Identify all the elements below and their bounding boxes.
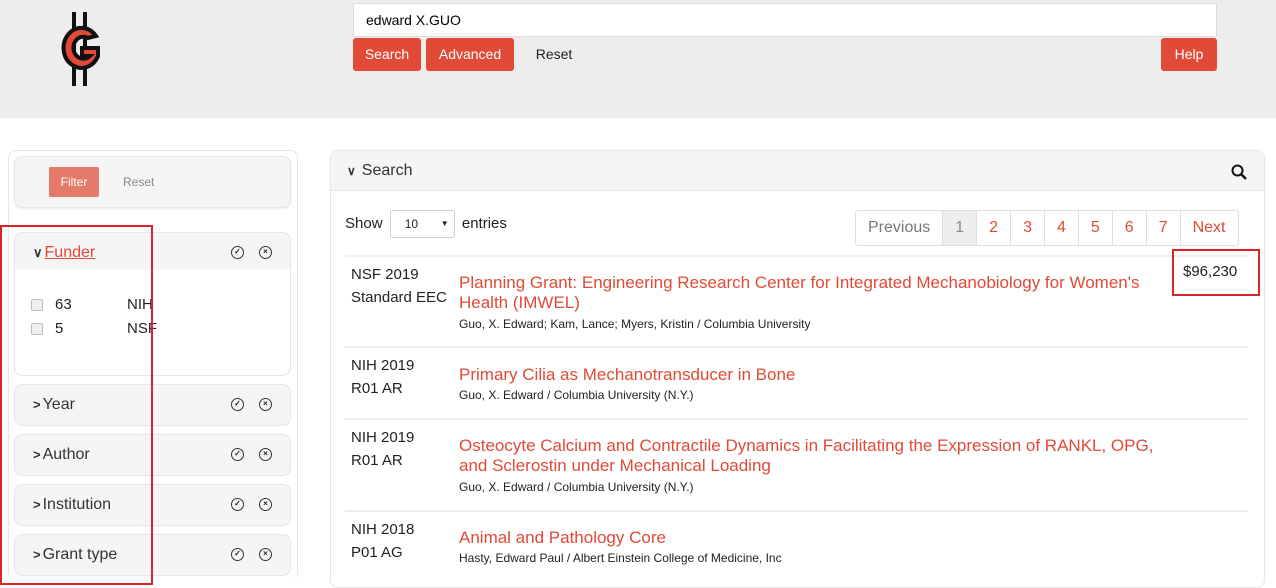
facet-label: Funder (44, 244, 96, 261)
result-row: NIH 2019 R01 AR Primary Cilia as Mechanot… (345, 346, 1248, 418)
select-all-icon[interactable]: ✓ (231, 398, 244, 411)
page-6[interactable]: 6 (1111, 211, 1146, 245)
facet-label: Author (42, 446, 90, 463)
result-row: NIH 2019 R01 AR Osteocyte Calcium and Con… (345, 418, 1248, 510)
option-count: 5 (55, 320, 64, 337)
chevron-right-icon: > (33, 547, 41, 562)
clear-icon[interactable]: × (259, 398, 272, 411)
header: Search Advanced Reset Help (0, 0, 1276, 118)
dropdown-arrow-icon: ▼ (440, 219, 449, 228)
page-next[interactable]: Next (1179, 211, 1238, 245)
grant-meta: NIH 2018 P01 AG (351, 521, 415, 561)
entries-select[interactable]: 10 ▼ (389, 210, 455, 238)
grant-authors: Hasty, Edward Paul / Albert Einstein Col… (459, 551, 782, 565)
filter-reset-button[interactable]: Reset (123, 175, 155, 189)
facet-year-toggle[interactable]: > Year (33, 385, 75, 425)
grant-authors: Guo, X. Edward / Columbia University (N.… (459, 480, 694, 494)
result-row: NIH 2018 P01 AG Animal and Pathology Core… (345, 510, 1248, 580)
chevron-down-icon: ∨ (33, 245, 43, 260)
clear-icon[interactable]: × (259, 548, 272, 561)
select-all-icon[interactable]: ✓ (231, 246, 244, 259)
page-5[interactable]: 5 (1077, 211, 1112, 245)
entries-label: entries (461, 214, 507, 232)
annotation-box (1172, 249, 1260, 296)
facet-institution-toggle[interactable]: > Institution (33, 485, 111, 525)
clear-icon[interactable]: × (259, 498, 272, 511)
result-row: NSF 2019 Standard EEC Planning Grant: Eng… (345, 255, 1248, 347)
page-2[interactable]: 2 (976, 211, 1010, 245)
grant-meta: NIH 2019 R01 AR (351, 429, 415, 469)
option-name: NIH (127, 296, 153, 313)
chevron-right-icon: > (33, 497, 41, 512)
grant-authors: Guo, X. Edward / Columbia University (N.… (459, 388, 694, 402)
checkbox[interactable] (31, 299, 43, 312)
filter-button[interactable]: Filter (49, 167, 99, 197)
page-7[interactable]: 7 (1145, 211, 1180, 245)
results-panel: ∨ Search (330, 150, 1265, 588)
reset-button[interactable]: Reset (535, 46, 573, 62)
page-1[interactable]: 1 (942, 211, 977, 245)
panel-title: Search (361, 162, 413, 179)
select-all-icon[interactable]: ✓ (231, 498, 244, 511)
checkbox[interactable] (31, 323, 43, 336)
page-4[interactable]: 4 (1043, 211, 1078, 245)
advanced-button[interactable]: Advanced (426, 38, 514, 71)
select-all-icon[interactable]: ✓ (231, 448, 244, 461)
show-label: Show (345, 214, 383, 232)
grant-meta: NIH 2019 R01 AR (351, 357, 415, 397)
grant-amount: $96,230 (1183, 263, 1238, 280)
g-coin-logo-icon[interactable] (52, 12, 108, 86)
pagination: Previous 1 2 3 4 5 6 7 Next (855, 210, 1239, 246)
filter-toolbar: Filter Reset (14, 156, 291, 208)
chevron-right-icon: > (33, 397, 41, 412)
search-input[interactable] (353, 3, 1217, 37)
facet-grant-type-toggle[interactable]: > Grant type (33, 535, 117, 575)
grant-title-link[interactable]: Primary Cilia as Mechanotransducer in Bo… (459, 365, 796, 384)
entries-length: Show 10 ▼ entries (345, 210, 507, 238)
facet-label: Grant type (42, 546, 118, 563)
entries-value: 10 (404, 217, 419, 231)
facet-author-toggle[interactable]: > Author (33, 435, 90, 475)
page-3[interactable]: 3 (1010, 211, 1044, 245)
clear-icon[interactable]: × (259, 448, 272, 461)
facet-label: Year (42, 396, 75, 413)
facet-option[interactable]: 5 NSF (31, 319, 157, 339)
grant-authors: Guo, X. Edward; Kam, Lance; Myers, Krist… (459, 317, 811, 331)
page-previous[interactable]: Previous (868, 219, 931, 236)
chevron-right-icon: > (33, 447, 41, 462)
facet-funder-toggle[interactable]: ∨ Funder (33, 233, 95, 273)
facet-label: Institution (42, 496, 112, 513)
grant-title-link[interactable]: Planning Grant: Engineering Research Cen… (459, 273, 1140, 312)
option-count: 63 (55, 296, 72, 313)
select-all-icon[interactable]: ✓ (231, 548, 244, 561)
grant-title-link[interactable]: Osteocyte Calcium and Contractile Dynami… (459, 436, 1154, 475)
clear-icon[interactable]: × (259, 246, 272, 259)
help-button[interactable]: Help (1161, 38, 1217, 71)
filter-sidebar (8, 150, 298, 580)
grant-meta: NSF 2019 Standard EEC (351, 266, 447, 306)
results-panel-header[interactable]: ∨ Search (331, 151, 1264, 191)
chevron-down-icon: ∨ (347, 164, 356, 178)
search-button[interactable]: Search (353, 38, 421, 71)
facet-option[interactable]: 63 NIH (31, 295, 153, 315)
grant-title-link[interactable]: Animal and Pathology Core (459, 528, 666, 547)
option-name: NSF (127, 320, 157, 337)
annotation-box (0, 225, 153, 585)
search-icon[interactable] (1231, 164, 1247, 180)
